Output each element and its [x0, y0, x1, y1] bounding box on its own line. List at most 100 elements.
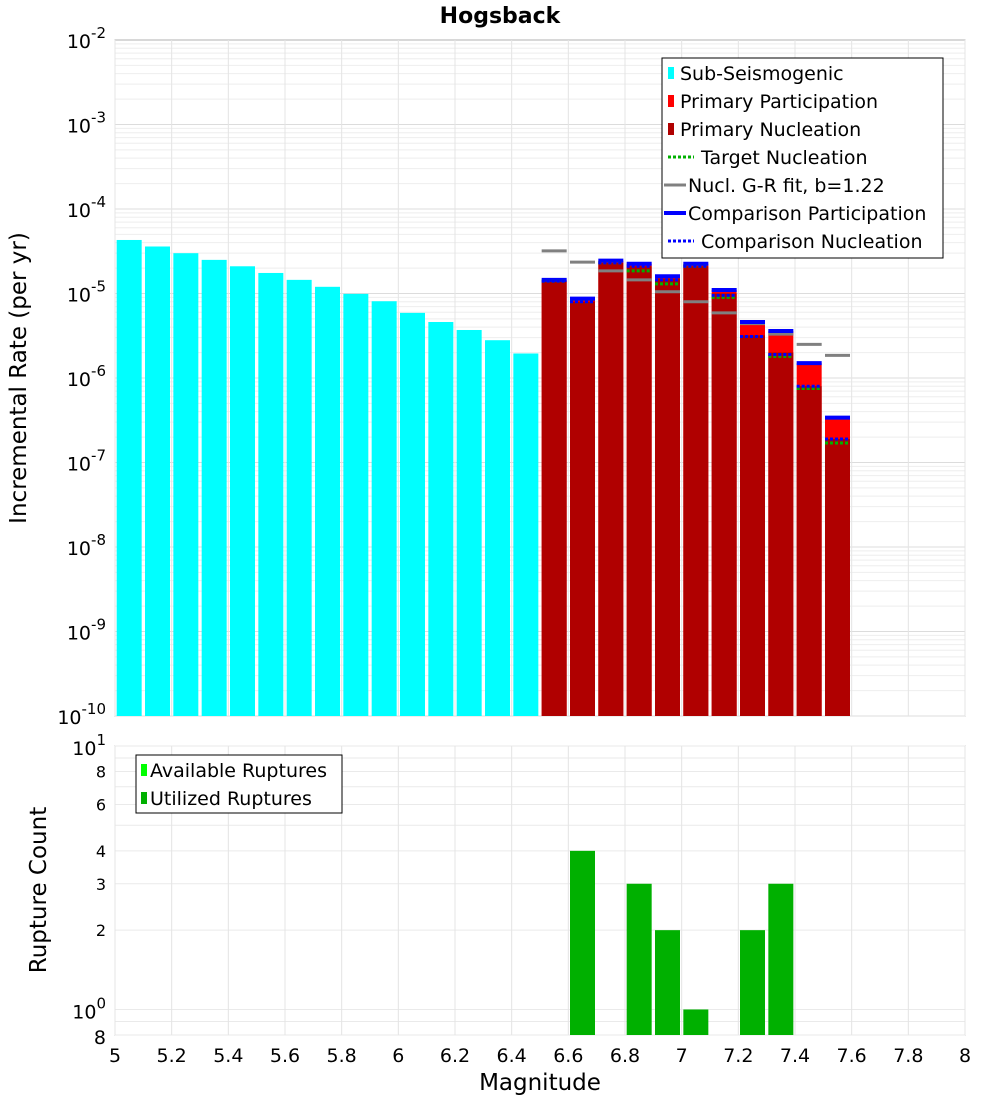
legend-label: Primary Participation: [680, 91, 878, 113]
utilized-ruptures-bar: [683, 1009, 709, 1035]
utilized-ruptures-bar: [626, 883, 652, 1035]
tick-base: 8: [96, 763, 106, 782]
primary-nucleation-bar: [655, 278, 680, 716]
tick-exponent: -9: [91, 616, 106, 634]
legend-swatch: [668, 67, 674, 79]
x-tick-label: 7.8: [893, 1045, 923, 1067]
tick-exponent: -3: [91, 109, 106, 127]
legend-label: Nucl. G-R fit, b=1.22: [688, 175, 885, 197]
tick-base: 4: [96, 842, 106, 861]
sub-seismogenic-bar: [116, 239, 142, 716]
tick-exponent: -2: [91, 24, 106, 42]
top-y-tick-label: 10-10: [57, 700, 106, 729]
tick-base: 8: [94, 1027, 106, 1049]
tick-exponent: 0: [96, 994, 106, 1012]
tick-base: 10: [57, 707, 81, 729]
x-tick-label: 5.2: [157, 1045, 187, 1067]
sub-seismogenic-bar: [428, 321, 454, 716]
tick-base: 6: [96, 795, 106, 814]
x-tick-label: 6.4: [497, 1045, 527, 1067]
legend-label: Utilized Ruptures: [150, 788, 312, 810]
legend-swatch: [141, 792, 147, 804]
legend-box: [135, 754, 343, 814]
tick-base: 10: [67, 369, 91, 391]
top-y-tick-label: 10-8: [67, 531, 106, 560]
top-y-tick-label: 10-4: [67, 193, 106, 222]
bottom-y-tick-label: 8: [94, 1027, 106, 1049]
legend-swatch: [668, 123, 674, 135]
top-y-tick-label: 10-9: [67, 616, 106, 645]
top-y-tick-label: 10-5: [67, 278, 106, 307]
utilized-ruptures-bar: [740, 930, 765, 1035]
bottom-y-tick-label: 100: [72, 994, 106, 1023]
sub-seismogenic-bar: [456, 329, 482, 716]
sub-seismogenic-bar: [343, 293, 369, 716]
tick-base: 10: [67, 538, 91, 560]
chart-title: Hogsback: [440, 4, 562, 29]
legend-label: Comparison Participation: [688, 203, 926, 225]
primary-nucleation-bar: [598, 262, 624, 716]
x-tick-label: 7.6: [837, 1045, 867, 1067]
top-y-tick-label: 10-2: [67, 24, 106, 53]
x-tick-label: 5.8: [327, 1045, 357, 1067]
legend-swatch: [668, 95, 674, 107]
tick-exponent: -7: [91, 447, 106, 465]
primary-nucleation-bar: [796, 386, 822, 716]
primary-nucleation-bar: [541, 281, 567, 716]
legend-swatch: [141, 764, 147, 776]
tick-base: 10: [67, 285, 91, 307]
sub-seismogenic-bar: [286, 279, 312, 716]
bottom-y-tick-label: 4: [96, 842, 106, 861]
top-bars: [116, 239, 850, 716]
bottom-legend: Available Ruptures Utilized Ruptures: [135, 754, 343, 814]
bottom-gridlines: [114, 745, 966, 1036]
top-y-tick-label: 10-7: [67, 447, 106, 476]
primary-nucleation-bar: [683, 266, 709, 716]
x-tick-label: 6.8: [610, 1045, 640, 1067]
tick-exponent: 1: [96, 731, 106, 749]
tick-base: 10: [72, 1001, 96, 1023]
primary-nucleation-bar: [570, 301, 595, 716]
bottom-bars: [570, 850, 794, 1035]
bottom-y-tick-label: 8: [96, 763, 106, 782]
bottom-y-tick-label: 6: [96, 795, 106, 814]
x-tick-label: 5: [109, 1045, 121, 1067]
primary-nucleation-bar: [711, 293, 737, 716]
top-y-tick-label: 10-6: [67, 362, 106, 391]
x-axis-title: Magnitude: [479, 1070, 601, 1096]
legend-label: Sub-Seismogenic: [680, 63, 844, 85]
bottom-y-tick-label: 3: [96, 875, 106, 894]
tick-base: 10: [67, 454, 91, 476]
bottom-y-axis-title: Rupture Count: [26, 807, 52, 973]
x-tick-label: 5.6: [270, 1045, 300, 1067]
x-tick-label: 6.2: [440, 1045, 470, 1067]
sub-seismogenic-bar: [400, 312, 425, 716]
bottom-y-tick-label: 101: [72, 731, 106, 760]
sub-seismogenic-bar: [230, 266, 255, 716]
tick-base: 2: [96, 921, 106, 940]
primary-nucleation-bar: [825, 438, 850, 716]
legend-label: Available Ruptures: [150, 760, 327, 782]
x-tick-label: 7.4: [780, 1045, 810, 1067]
bottom-y-tick-label: 2: [96, 921, 106, 940]
tick-exponent: -4: [91, 193, 106, 211]
sub-seismogenic-bar: [485, 340, 510, 716]
tick-exponent: -10: [82, 700, 107, 718]
top-y-tick-label: 10-3: [67, 109, 106, 138]
sub-seismogenic-bar: [145, 246, 170, 716]
top-y-axis-title: Incremental Rate (per yr): [6, 232, 32, 524]
sub-seismogenic-bar: [513, 353, 539, 716]
primary-nucleation-bar: [626, 266, 652, 716]
tick-base: 10: [67, 200, 91, 222]
legend-label: Primary Nucleation: [680, 119, 861, 141]
sub-seismogenic-bar: [258, 272, 284, 716]
tick-base: 10: [67, 31, 91, 53]
x-tick-label: 6.6: [553, 1045, 583, 1067]
sub-seismogenic-bar: [173, 253, 199, 716]
tick-base: 10: [72, 738, 96, 760]
top-y-tick-labels: 10-210-310-410-510-610-710-810-910-10: [57, 24, 106, 729]
sub-seismogenic-bar: [201, 259, 227, 716]
top-legend: Sub-Seismogenic Primary Participation Prim…: [661, 57, 944, 259]
primary-nucleation-bar: [740, 335, 765, 716]
